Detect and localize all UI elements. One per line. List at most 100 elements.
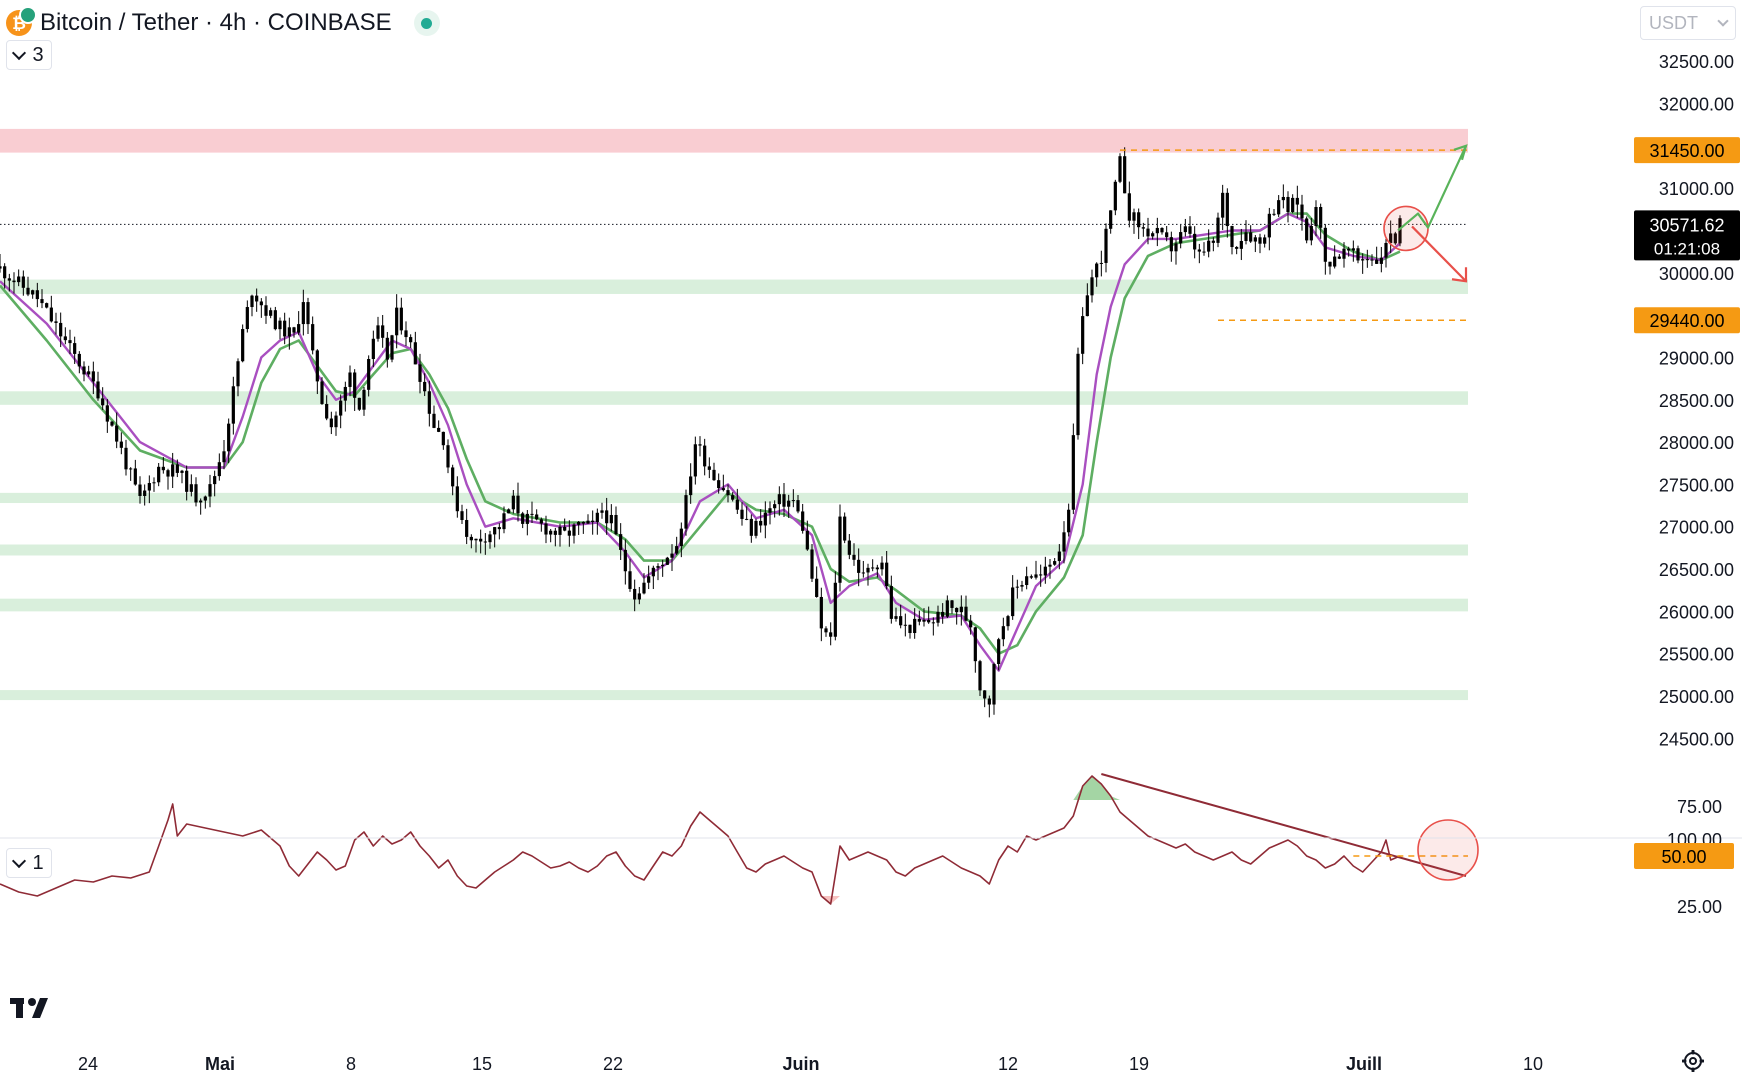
candle-body [1067, 509, 1071, 533]
candle [381, 314, 385, 348]
candle [516, 482, 520, 522]
candle-body [283, 320, 287, 337]
candle [1137, 208, 1141, 240]
market-status-icon[interactable] [413, 10, 440, 36]
candle [77, 351, 81, 374]
candle-body [1188, 226, 1192, 234]
candle [1123, 147, 1127, 194]
candle [866, 563, 870, 586]
candle-body [997, 639, 1001, 665]
settings-gear-icon[interactable] [1682, 1050, 1704, 1072]
candle-body [1123, 156, 1127, 194]
candle [782, 483, 786, 517]
candle [731, 492, 735, 502]
rsi-indicators-toggle-button[interactable]: 1 [6, 848, 52, 878]
price-tick-label: 26000.00 [1659, 602, 1734, 622]
candle-body [712, 469, 716, 481]
candle [63, 327, 67, 345]
price-highlight-circle [1383, 205, 1429, 252]
candle [1305, 216, 1309, 244]
candle [278, 317, 282, 340]
candle [17, 269, 21, 287]
time-tick-label: 10 [1523, 1054, 1543, 1074]
time-tick-label: Juin [782, 1054, 819, 1074]
candle [1090, 269, 1094, 303]
candle [306, 297, 310, 335]
level-marker-tag [1634, 137, 1740, 164]
candle [950, 600, 954, 614]
candle-body [791, 500, 795, 502]
candle-body [87, 371, 91, 375]
time-tick-label: 8 [346, 1054, 356, 1074]
price-tick-label: 28000.00 [1659, 433, 1734, 453]
candle [875, 564, 879, 578]
candle-body [964, 606, 968, 621]
candle [1071, 423, 1075, 515]
candle [339, 394, 343, 429]
candle [418, 353, 422, 394]
candle-body [1356, 248, 1360, 261]
candle-body [777, 494, 781, 505]
candle-body [124, 447, 128, 470]
candle-body [1015, 586, 1019, 588]
candle [1034, 560, 1038, 580]
candle [208, 474, 212, 508]
candle-body [208, 484, 212, 497]
candle [21, 270, 25, 296]
overlay-layer [0, 144, 1468, 321]
candle-body [1179, 232, 1183, 244]
candle [665, 556, 669, 566]
candle-body [1151, 233, 1155, 237]
candle-body [1314, 207, 1318, 227]
candle [707, 457, 711, 479]
candle-body [544, 523, 548, 535]
candle [852, 543, 856, 566]
bitcoin-logo-icon: ₿ [6, 6, 37, 36]
symbol-title[interactable]: Bitcoin / Tether · 4h · COINBASE [40, 9, 392, 36]
candle-body [320, 381, 324, 404]
candle-body [31, 290, 35, 295]
support-zone [0, 279, 1468, 294]
candle-body [745, 518, 749, 520]
candle [1323, 224, 1327, 275]
candle [455, 476, 459, 518]
indicators-toggle-button[interactable]: 3 [6, 40, 52, 70]
candle [619, 523, 623, 560]
candle [647, 565, 651, 590]
price-tick-label: 29000.00 [1659, 348, 1734, 368]
candle [217, 453, 221, 481]
currency-unit-value: USDT [1649, 12, 1698, 33]
candle [1020, 580, 1024, 592]
currency-unit-select[interactable]: USDT [1640, 6, 1736, 40]
candle [1025, 566, 1029, 590]
candle-body [77, 353, 81, 367]
candle [964, 595, 968, 622]
candle-body [474, 538, 478, 541]
candle-body [1337, 256, 1341, 259]
candle [315, 349, 319, 395]
candle [292, 326, 296, 338]
candle-body [880, 562, 884, 570]
candle-body [619, 534, 623, 550]
candle [40, 289, 44, 309]
tether-badge-icon [19, 6, 37, 24]
candle [1300, 194, 1304, 231]
candle-body [787, 500, 791, 507]
candle [255, 288, 259, 312]
tradingview-logo-icon[interactable] [10, 996, 60, 1020]
candle [889, 575, 893, 624]
candle [1272, 209, 1276, 216]
candle [1277, 195, 1281, 218]
candle [269, 307, 273, 319]
candle [376, 316, 380, 342]
candle-body [1342, 248, 1346, 259]
candle-body [68, 340, 72, 344]
candle-body [339, 400, 343, 416]
candle-body [684, 495, 688, 529]
candle [824, 626, 828, 637]
candle [805, 520, 809, 551]
candle-body [969, 620, 973, 628]
candle-layer [0, 147, 1402, 718]
candle [1225, 188, 1229, 238]
